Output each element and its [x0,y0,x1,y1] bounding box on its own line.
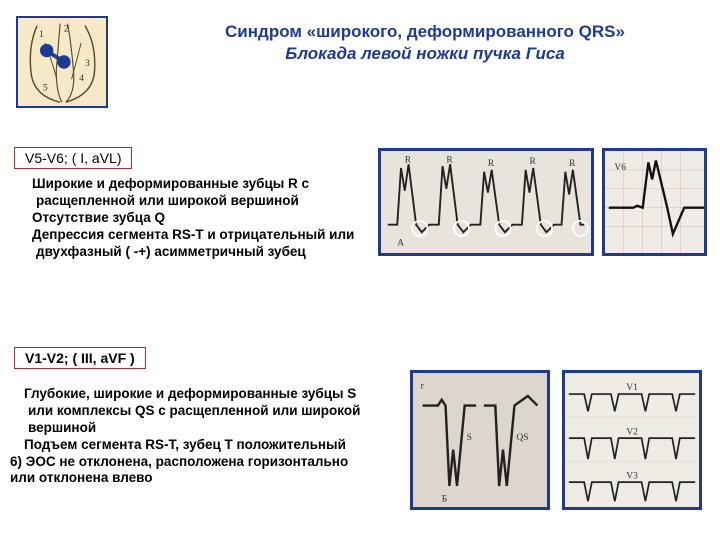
ecg-panel-r-waves: R R R R R А [378,148,594,256]
ecg-svg-a: R R R R R А [381,151,591,253]
svg-text:1: 1 [39,29,44,40]
svg-text:R: R [405,155,412,165]
criteria-item: 4)Глубокие, широкие и деформированные зу… [0,386,370,437]
svg-text:S: S [467,432,472,443]
criteria-item: 1)Широкие и деформированные зубцы R с ра… [8,176,378,210]
title-line-2: Блокада левой ножки пучка Гиса [155,44,695,64]
svg-text:3: 3 [85,58,90,69]
title-line-1: Синдром «широкого, деформированного QRS» [155,22,695,42]
svg-text:А: А [397,238,404,248]
ecg-svg-d: V1 V2 V3 [565,373,699,507]
heart-conduction-diagram: 1 2 3 4 5 [16,16,108,108]
svg-text:V6: V6 [614,163,626,173]
criteria-item-axis: 6) ЭОС не отклонена, расположена горизон… [0,454,370,488]
lead-box-v5v6: V5-V6; ( I, aVL) [14,147,132,169]
svg-text:4: 4 [79,73,84,84]
svg-text:R: R [569,159,576,169]
ecg-svg-c: S QS Б r [413,373,547,507]
svg-text:V2: V2 [626,426,638,437]
svg-text:2: 2 [64,23,69,34]
criteria-block-1: 1)Широкие и деформированные зубцы R с ра… [8,176,378,260]
lead-box-v1v2: V1-V2; ( III, aVF ) [14,347,146,369]
ecg-panel-v6: V6 [602,148,707,256]
heart-diagram-svg: 1 2 3 4 5 [18,18,106,106]
svg-text:Б: Б [442,493,448,504]
svg-text:R: R [446,155,453,165]
ecg-panel-s-qs: S QS Б r [410,370,550,510]
criteria-block-2: 4)Глубокие, широкие и деформированные зу… [0,386,370,487]
lead-box-v5v6-text: V5-V6; ( I, aVL) [25,150,121,166]
svg-text:V3: V3 [626,470,638,481]
lead-box-v1v2-text: V1-V2; ( III, aVF ) [25,350,135,366]
svg-text:5: 5 [43,83,48,94]
svg-text:QS: QS [516,432,528,443]
slide-title: Синдром «широкого, деформированного QRS»… [155,22,695,64]
svg-text:V1: V1 [626,382,638,393]
criteria-item: 5)Подъем сегмента RS-T, зубец Т положите… [0,437,370,454]
criteria-item: 2)Отсутствие зубца Q [8,210,378,227]
svg-text:R: R [488,159,495,169]
svg-text:R: R [529,157,536,167]
ecg-svg-b: V6 [605,151,704,253]
ecg-panel-v1v3: V1 V2 V3 [562,370,702,510]
criteria-item: 3)Депрессия сегмента RS-T и отрицательны… [8,227,378,261]
